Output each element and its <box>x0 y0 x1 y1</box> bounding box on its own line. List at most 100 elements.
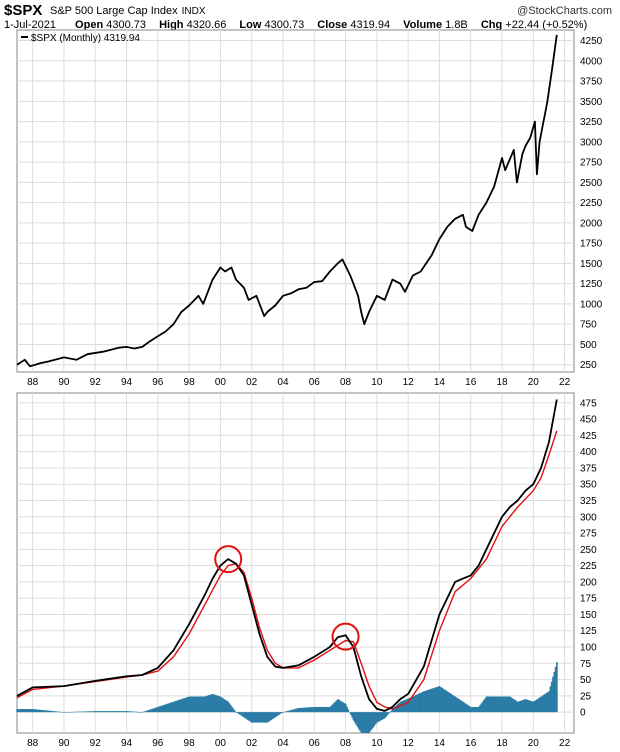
histogram-bar <box>450 693 453 713</box>
histogram-bar <box>278 712 280 715</box>
histogram-bar <box>271 712 274 720</box>
y-tick-label: 3250 <box>580 117 603 128</box>
histogram-bar <box>34 709 37 713</box>
exchange-label: INDX <box>181 6 206 17</box>
histogram-bar <box>546 692 549 713</box>
histogram-bar <box>236 712 239 714</box>
histogram-bar <box>304 707 307 713</box>
histogram-bar <box>117 711 120 713</box>
histogram-bar <box>125 711 128 713</box>
histogram-bar <box>380 712 382 721</box>
histogram-bar <box>102 711 104 713</box>
histogram-bar <box>543 694 545 713</box>
y-tick-label: 100 <box>580 643 597 654</box>
histogram-bar <box>59 711 61 713</box>
x-tick-label: 06 <box>309 377 321 388</box>
histogram-bar <box>539 697 541 713</box>
histogram-bar <box>54 711 56 713</box>
histogram-bar <box>310 707 313 713</box>
y-tick-label: 1250 <box>580 279 603 290</box>
histogram-bar <box>223 699 226 713</box>
histogram-bar <box>394 706 397 713</box>
histogram-bar <box>507 696 510 713</box>
histogram-bar <box>556 662 558 713</box>
histogram-bar <box>68 711 71 713</box>
histogram-bar <box>132 711 134 713</box>
histogram-bar <box>245 712 248 720</box>
histogram-bar <box>402 700 404 713</box>
histogram-bar <box>200 696 202 713</box>
histogram-bar <box>421 691 424 713</box>
histogram-bar <box>476 706 479 713</box>
histogram-bar <box>511 698 514 713</box>
histogram-bar <box>492 696 494 713</box>
x-tick-label: 06 <box>309 738 321 749</box>
x-tick-label: 92 <box>90 738 102 749</box>
histogram-bar <box>347 709 350 713</box>
close-label: Close <box>317 19 348 31</box>
histogram-bar <box>213 694 215 713</box>
histogram-bar <box>134 711 137 713</box>
y-tick-label: 1000 <box>580 299 603 310</box>
x-tick-label: 04 <box>277 377 289 388</box>
x-tick-label: 88 <box>27 738 39 749</box>
histogram-bar <box>67 712 69 713</box>
histogram-bar <box>437 686 440 713</box>
histogram-bar <box>294 709 296 713</box>
histogram-bar <box>471 706 473 713</box>
histogram-bar <box>321 706 323 713</box>
histogram-bar <box>370 712 373 730</box>
histogram-bar <box>391 709 394 713</box>
x-tick-label: 14 <box>434 738 446 749</box>
y-tick-label: 1750 <box>580 239 603 250</box>
histogram-bar <box>510 697 513 713</box>
histogram-bar <box>438 686 441 713</box>
histogram-bar <box>541 695 544 713</box>
histogram-bar <box>181 698 184 713</box>
histogram-bar <box>106 711 108 713</box>
histogram-bar <box>355 712 357 725</box>
indicator-line <box>16 399 558 712</box>
brand-watermark[interactable]: @StockCharts.com <box>517 5 612 17</box>
histogram-bar <box>386 712 389 716</box>
histogram-bar <box>287 710 290 713</box>
x-tick-label: 22 <box>559 738 571 749</box>
histogram-bar <box>424 690 427 713</box>
histogram-bar <box>429 689 432 713</box>
histogram-bar <box>158 706 161 713</box>
histogram-bar <box>483 699 485 713</box>
histogram-bar <box>449 693 451 713</box>
histogram-bar <box>497 696 500 713</box>
histogram-bar <box>140 712 142 713</box>
y-tick-label: 125 <box>580 626 597 637</box>
y-tick-label: 225 <box>580 561 597 572</box>
histogram-bar <box>93 711 95 713</box>
histogram-bar <box>473 706 476 713</box>
histogram-bar <box>524 699 527 713</box>
histogram-bar <box>162 705 164 713</box>
histogram-bar <box>258 712 261 723</box>
histogram-bar <box>279 712 282 714</box>
histogram-bar <box>76 711 78 713</box>
histogram-bar <box>331 704 334 713</box>
histogram-bar <box>249 712 252 722</box>
histogram-bar <box>260 712 262 723</box>
histogram-bar <box>417 693 420 713</box>
histogram-bar <box>357 712 360 729</box>
histogram-bar <box>519 700 522 713</box>
histogram-bar <box>35 709 38 713</box>
volume-label: Volume <box>403 19 443 31</box>
open-value: 4300.73 <box>106 19 146 31</box>
histogram-bar <box>383 712 386 719</box>
histogram-bar <box>247 712 249 720</box>
x-tick-label: 98 <box>184 377 196 388</box>
histogram-bar <box>211 693 214 713</box>
histogram-bar <box>296 708 299 713</box>
histogram-bar <box>484 698 486 713</box>
histogram-bar <box>167 703 170 713</box>
y-tick-label: 350 <box>580 480 597 491</box>
y-tick-label: 3000 <box>580 137 603 148</box>
histogram-bar <box>58 711 60 713</box>
histogram-bar <box>399 701 402 713</box>
security-name-text: S&P 500 Large Cap Index <box>50 5 178 17</box>
